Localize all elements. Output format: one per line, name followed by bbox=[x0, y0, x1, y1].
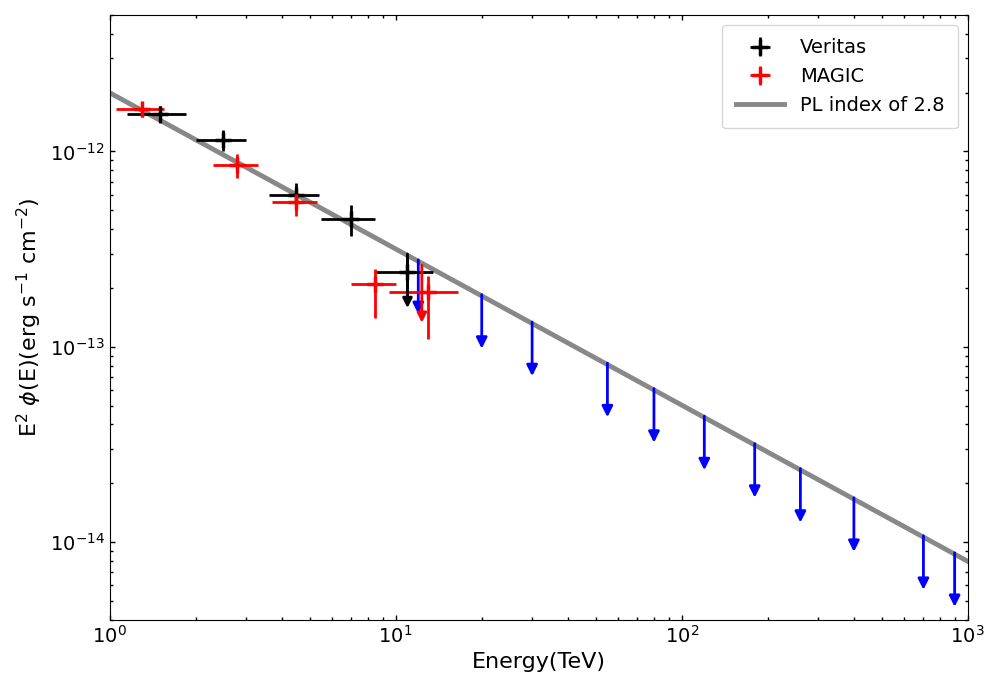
X-axis label: Energy(TeV): Energy(TeV) bbox=[472, 652, 606, 672]
PL index of 2.8 bbox=[614, 368, 626, 376]
Y-axis label: E$^2$ $\phi$(E)(erg s$^{-1}$ cm$^{-2}$): E$^2$ $\phi$(E)(erg s$^{-1}$ cm$^{-2}$) bbox=[15, 198, 44, 437]
PL index of 2.8 bbox=[962, 557, 974, 565]
PL index of 2.8 bbox=[104, 89, 116, 97]
Line: PL index of 2.8: PL index of 2.8 bbox=[110, 93, 968, 561]
PL index of 2.8 bbox=[568, 342, 580, 350]
PL index of 2.8 bbox=[941, 546, 953, 554]
Legend: Veritas, MAGIC, PL index of 2.8: Veritas, MAGIC, PL index of 2.8 bbox=[722, 25, 958, 128]
PL index of 2.8 bbox=[511, 311, 523, 319]
PL index of 2.8 bbox=[516, 314, 528, 322]
PL index of 2.8 bbox=[807, 473, 819, 481]
